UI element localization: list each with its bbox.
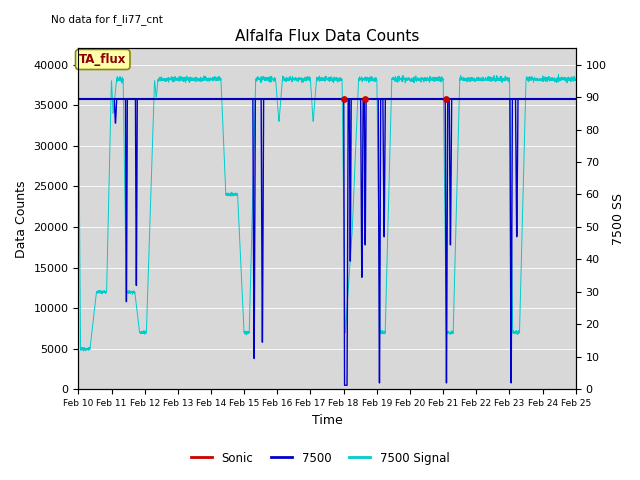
Y-axis label: Data Counts: Data Counts [15, 180, 28, 258]
Legend: Sonic, 7500, 7500 Signal: Sonic, 7500, 7500 Signal [186, 447, 454, 469]
Text: No data for f_li77_cnt: No data for f_li77_cnt [51, 14, 163, 25]
Y-axis label: 7500 SS: 7500 SS [612, 193, 625, 245]
X-axis label: Time: Time [312, 414, 342, 427]
Text: TA_flux: TA_flux [79, 53, 127, 66]
Point [442, 95, 452, 103]
Point [339, 95, 349, 103]
Title: Alfalfa Flux Data Counts: Alfalfa Flux Data Counts [235, 29, 419, 44]
Point [360, 95, 371, 103]
